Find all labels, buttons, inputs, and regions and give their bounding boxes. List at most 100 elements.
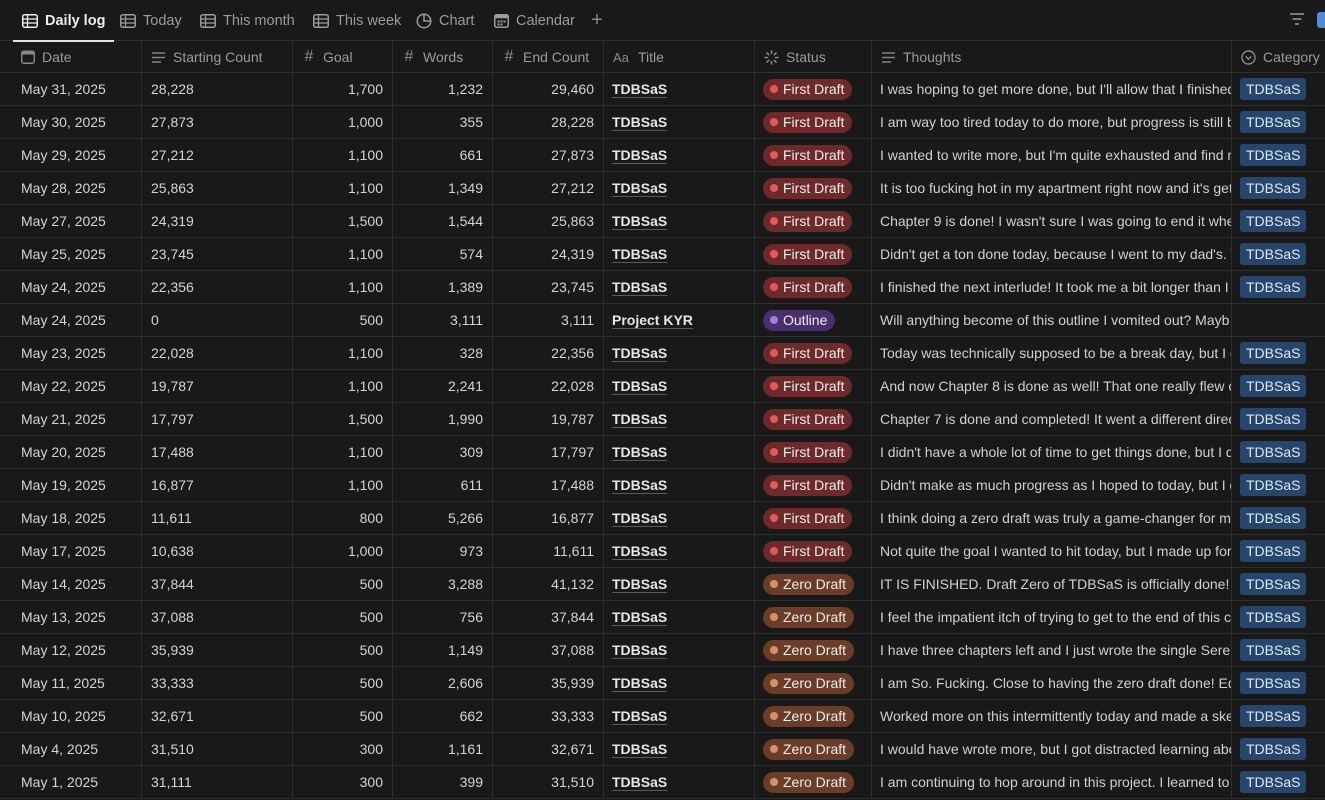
date-cell[interactable]: May 19, 2025: [0, 469, 142, 501]
title-cell[interactable]: TDBSaS: [604, 172, 755, 204]
category-tag[interactable]: TDBSaS: [1240, 177, 1307, 199]
category-cell[interactable]: TDBSaS: [1232, 733, 1325, 765]
starting-count-cell[interactable]: 37,844: [142, 568, 293, 600]
category-cell[interactable]: TDBSaS: [1232, 106, 1325, 138]
end-count-cell[interactable]: 37,088: [493, 634, 604, 666]
end-count-cell[interactable]: 23,745: [493, 271, 604, 303]
status-cell[interactable]: First Draft: [755, 73, 872, 105]
end-count-cell[interactable]: 19,787: [493, 403, 604, 435]
goal-cell[interactable]: 1,100: [293, 370, 393, 402]
date-cell[interactable]: May 27, 2025: [0, 205, 142, 237]
title-link[interactable]: TDBSaS: [612, 774, 668, 790]
status-cell[interactable]: First Draft: [755, 403, 872, 435]
tab-calendar[interactable]: Calendar: [494, 0, 575, 41]
date-cell[interactable]: May 29, 2025: [0, 139, 142, 171]
status-badge[interactable]: First Draft: [763, 78, 853, 100]
table-row[interactable]: May 25, 2025 23,745 1,100 574 24,319 TDB…: [0, 238, 1325, 271]
status-cell[interactable]: Zero Draft: [755, 634, 872, 666]
title-link[interactable]: TDBSaS: [612, 411, 668, 427]
category-tag[interactable]: TDBSaS: [1240, 144, 1307, 166]
starting-count-cell[interactable]: 31,111: [142, 766, 293, 798]
goal-cell[interactable]: 1,500: [293, 403, 393, 435]
thoughts-cell[interactable]: Chapter 7 is done and completed! It went…: [872, 403, 1232, 435]
category-tag[interactable]: TDBSaS: [1240, 738, 1307, 760]
table-row[interactable]: May 10, 2025 32,671 500 662 33,333 TDBSa…: [0, 700, 1325, 733]
thoughts-cell[interactable]: Today was technically supposed to be a b…: [872, 337, 1232, 369]
status-badge[interactable]: Zero Draft: [763, 606, 855, 628]
title-cell[interactable]: TDBSaS: [604, 502, 755, 534]
end-count-cell[interactable]: 25,863: [493, 205, 604, 237]
title-cell[interactable]: Project KYR: [604, 304, 755, 336]
thoughts-cell[interactable]: I have three chapters left and I just wr…: [872, 634, 1232, 666]
title-link[interactable]: TDBSaS: [612, 708, 668, 724]
title-link[interactable]: TDBSaS: [612, 246, 668, 262]
table-row[interactable]: May 11, 2025 33,333 500 2,606 35,939 TDB…: [0, 667, 1325, 700]
words-cell[interactable]: 1,349: [393, 172, 493, 204]
tab-this-week[interactable]: This week: [313, 0, 401, 41]
date-cell[interactable]: May 10, 2025: [0, 700, 142, 732]
status-badge[interactable]: Zero Draft: [763, 771, 855, 793]
status-cell[interactable]: First Draft: [755, 469, 872, 501]
goal-cell[interactable]: 1,500: [293, 205, 393, 237]
starting-count-cell[interactable]: 0: [142, 304, 293, 336]
status-badge[interactable]: First Draft: [763, 111, 853, 133]
end-count-cell[interactable]: 32,671: [493, 733, 604, 765]
starting-count-cell[interactable]: 22,356: [142, 271, 293, 303]
column-header-end-count[interactable]: # End Count: [493, 41, 604, 73]
title-cell[interactable]: TDBSaS: [604, 766, 755, 798]
date-cell[interactable]: May 28, 2025: [0, 172, 142, 204]
goal-cell[interactable]: 500: [293, 568, 393, 600]
thoughts-cell[interactable]: Didn't make as much progress as I hoped …: [872, 469, 1232, 501]
end-count-cell[interactable]: 27,873: [493, 139, 604, 171]
goal-cell[interactable]: 1,100: [293, 337, 393, 369]
thoughts-cell[interactable]: I finished the next interlude! It took m…: [872, 271, 1232, 303]
thoughts-cell[interactable]: Didn't get a ton done today, because I w…: [872, 238, 1232, 270]
date-cell[interactable]: May 12, 2025: [0, 634, 142, 666]
category-cell[interactable]: TDBSaS: [1232, 436, 1325, 468]
date-cell[interactable]: May 31, 2025: [0, 73, 142, 105]
end-count-cell[interactable]: 29,460: [493, 73, 604, 105]
date-cell[interactable]: May 23, 2025: [0, 337, 142, 369]
category-tag[interactable]: TDBSaS: [1240, 705, 1307, 727]
table-row[interactable]: May 22, 2025 19,787 1,100 2,241 22,028 T…: [0, 370, 1325, 403]
category-tag[interactable]: TDBSaS: [1240, 639, 1307, 661]
category-cell[interactable]: TDBSaS: [1232, 403, 1325, 435]
status-badge[interactable]: Outline: [763, 309, 836, 331]
words-cell[interactable]: 2,241: [393, 370, 493, 402]
thoughts-cell[interactable]: I was hoping to get more done, but I'll …: [872, 73, 1232, 105]
title-cell[interactable]: TDBSaS: [604, 733, 755, 765]
thoughts-cell[interactable]: Worked more on this intermittently today…: [872, 700, 1232, 732]
status-badge[interactable]: Zero Draft: [763, 639, 855, 661]
starting-count-cell[interactable]: 27,212: [142, 139, 293, 171]
thoughts-cell[interactable]: I am So. Fucking. Close to having the ze…: [872, 667, 1232, 699]
date-cell[interactable]: May 22, 2025: [0, 370, 142, 402]
date-cell[interactable]: May 25, 2025: [0, 238, 142, 270]
starting-count-cell[interactable]: 22,028: [142, 337, 293, 369]
thoughts-cell[interactable]: And now Chapter 8 is done as well! That …: [872, 370, 1232, 402]
status-badge[interactable]: First Draft: [763, 474, 853, 496]
category-cell[interactable]: [1232, 304, 1325, 336]
title-cell[interactable]: TDBSaS: [604, 139, 755, 171]
goal-cell[interactable]: 1,100: [293, 436, 393, 468]
thoughts-cell[interactable]: I think doing a zero draft was truly a g…: [872, 502, 1232, 534]
title-link[interactable]: TDBSaS: [612, 444, 668, 460]
table-row[interactable]: May 14, 2025 37,844 500 3,288 41,132 TDB…: [0, 568, 1325, 601]
status-cell[interactable]: First Draft: [755, 139, 872, 171]
title-link[interactable]: TDBSaS: [612, 279, 668, 295]
title-link[interactable]: TDBSaS: [612, 675, 668, 691]
words-cell[interactable]: 1,232: [393, 73, 493, 105]
table-row[interactable]: May 30, 2025 27,873 1,000 355 28,228 TDB…: [0, 106, 1325, 139]
end-count-cell[interactable]: 16,877: [493, 502, 604, 534]
words-cell[interactable]: 309: [393, 436, 493, 468]
tab-chart[interactable]: Chart: [416, 0, 474, 41]
title-link[interactable]: TDBSaS: [612, 378, 668, 394]
title-link[interactable]: Project KYR: [612, 312, 693, 328]
starting-count-cell[interactable]: 28,228: [142, 73, 293, 105]
words-cell[interactable]: 1,389: [393, 271, 493, 303]
title-cell[interactable]: TDBSaS: [604, 469, 755, 501]
title-cell[interactable]: TDBSaS: [604, 436, 755, 468]
status-cell[interactable]: Outline: [755, 304, 872, 336]
title-cell[interactable]: TDBSaS: [604, 271, 755, 303]
column-header-thoughts[interactable]: Thoughts: [872, 41, 1232, 73]
status-badge[interactable]: First Draft: [763, 243, 853, 265]
